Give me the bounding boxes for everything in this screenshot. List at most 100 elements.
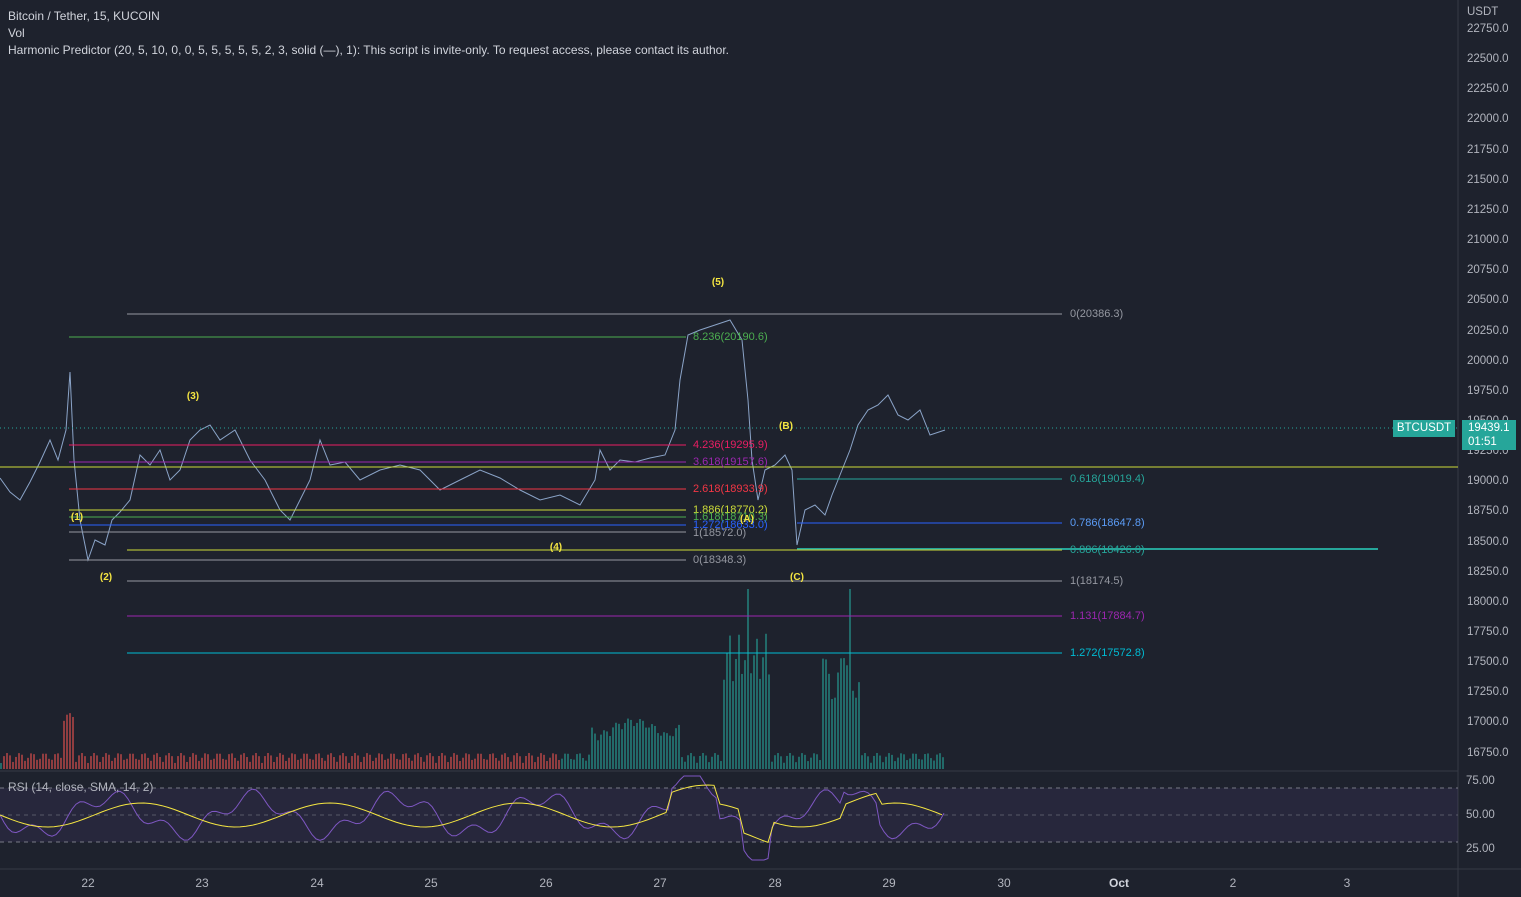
volume-bar — [432, 756, 434, 769]
volume-bar — [39, 758, 41, 769]
volume-bar — [756, 638, 758, 769]
volume-bar — [360, 762, 362, 769]
volume-bar — [246, 757, 248, 769]
indicator-legend[interactable]: Harmonic Predictor (20, 5, 10, 0, 0, 5, … — [8, 43, 729, 57]
volume-bar — [570, 758, 572, 769]
volume-bar — [447, 762, 449, 769]
volume-bar — [621, 729, 623, 769]
volume-bar — [123, 759, 125, 769]
volume-bar — [6, 753, 8, 769]
volume-bar — [375, 757, 377, 769]
volume-bar — [81, 753, 83, 769]
volume-bar — [822, 658, 824, 769]
volume-bar — [327, 754, 329, 769]
volume-bar — [282, 754, 284, 769]
volume-bar — [222, 758, 224, 769]
volume-bar — [351, 756, 353, 769]
volume-bar — [177, 756, 179, 769]
volume-bar — [900, 753, 902, 769]
volume-bar — [186, 761, 188, 769]
volume-bar — [408, 757, 410, 769]
volume-bar — [726, 652, 728, 769]
chart-title[interactable]: Bitcoin / Tether, 15, KUCOIN — [8, 9, 160, 23]
volume-bar — [510, 761, 512, 769]
volume-bar — [423, 761, 425, 769]
volume-bar — [60, 757, 62, 769]
volume-bar — [78, 755, 80, 769]
volume-bar — [759, 678, 761, 769]
volume-bar — [330, 753, 332, 769]
volume-bar — [48, 758, 50, 769]
volume-bar — [129, 753, 131, 769]
fib-label-0618: 0.618(19019.4) — [1070, 473, 1145, 485]
ext-label-1618: 1.618(18710.3) — [693, 511, 768, 523]
volume-bar — [771, 761, 773, 769]
volume-bar — [699, 755, 701, 769]
wave-label-4: (4) — [549, 542, 563, 553]
volume-bar — [396, 758, 398, 769]
volume-bar — [405, 753, 407, 769]
volume-legend[interactable]: Vol — [8, 26, 25, 40]
price-tick: 17000.0 — [1467, 716, 1509, 729]
volume-bar — [696, 762, 698, 769]
volume-bar — [786, 755, 788, 769]
volume-bar — [615, 722, 617, 769]
volume-bar — [525, 756, 527, 769]
date-label: 26 — [539, 876, 553, 890]
fib-label-0886: 0.886(18426.0) — [1070, 544, 1145, 556]
rsi-legend[interactable]: RSI (14, close, SMA, 14, 2) — [8, 780, 154, 794]
volume-bar — [147, 757, 149, 769]
wave-label-3: (3) — [186, 391, 200, 402]
volume-bar — [852, 690, 854, 769]
volume-bar — [210, 759, 212, 769]
price-tick: 17500.0 — [1467, 656, 1509, 669]
volume-bar — [591, 727, 593, 769]
volume-bar — [300, 758, 302, 769]
rsi-tick-50: 50.00 — [1466, 809, 1495, 821]
volume-bar — [753, 655, 755, 769]
volume-bar — [84, 756, 86, 769]
volume-bar — [789, 753, 791, 769]
volume-bar — [738, 634, 740, 769]
volume-bar — [939, 753, 941, 769]
volume-bar — [876, 753, 878, 769]
fib-label-1272: 1.272(17572.8) — [1070, 647, 1145, 659]
volume-bars — [0, 589, 944, 769]
volume-bar — [519, 756, 521, 769]
volume-bar — [885, 756, 887, 769]
volume-bar — [108, 754, 110, 769]
volume-bar — [297, 759, 299, 769]
volume-bar — [138, 759, 140, 769]
volume-bar — [156, 753, 158, 769]
volume-bar — [474, 758, 476, 769]
volume-bar — [45, 753, 47, 769]
volume-bar — [522, 762, 524, 769]
price-tick: 18750.0 — [1467, 505, 1509, 518]
price-tick: 21500.0 — [1467, 173, 1509, 186]
volume-bar — [723, 679, 725, 769]
volume-bar — [906, 760, 908, 769]
volume-bar — [420, 757, 422, 769]
date-label: 23 — [195, 876, 209, 890]
volume-bar — [813, 753, 815, 769]
volume-bar — [585, 760, 587, 769]
volume-bar — [132, 753, 134, 769]
volume-bar — [534, 762, 536, 769]
volume-bar — [279, 753, 281, 769]
volume-bar — [414, 754, 416, 769]
volume-bar — [429, 753, 431, 769]
volume-bar — [543, 754, 545, 769]
volume-bar — [294, 754, 296, 769]
volume-bar — [714, 753, 716, 769]
volume-bar — [465, 753, 467, 769]
volume-bar — [276, 756, 278, 769]
volume-bar — [684, 761, 686, 769]
fib-label-0: 0(20386.3) — [1070, 308, 1124, 320]
volume-bar — [459, 760, 461, 769]
volume-bar — [258, 756, 260, 769]
volume-bar — [912, 753, 914, 769]
fib-label-0786: 0.786(18647.8) — [1070, 517, 1145, 529]
volume-bar — [195, 754, 197, 769]
volume-bar — [153, 754, 155, 769]
